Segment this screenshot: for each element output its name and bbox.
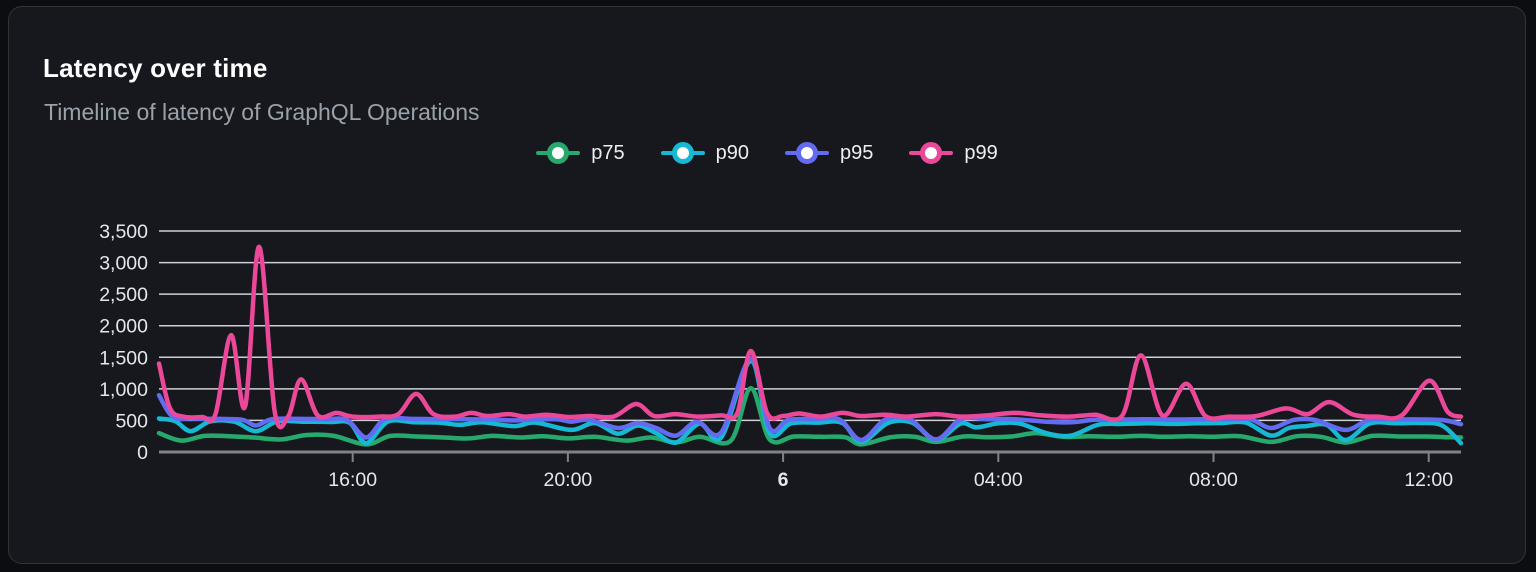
x-tick-label: 08:00 bbox=[1189, 469, 1238, 491]
y-axis-labels: 0 500 1,000 1,500 2,000 2,500 3,000 3,500 bbox=[99, 221, 148, 464]
x-tick-label: 6 bbox=[778, 469, 789, 491]
y-tick-label: 0 bbox=[137, 442, 148, 464]
latency-card: Latency over time Timeline of latency of… bbox=[8, 6, 1526, 564]
series-line-p99 bbox=[156, 244, 1464, 430]
legend-label-p99: p99 bbox=[964, 141, 998, 164]
series-line-p90 bbox=[156, 358, 1464, 446]
chart-legend: p75 p90 p95 p99 bbox=[9, 141, 1525, 165]
legend-label-p90: p90 bbox=[715, 141, 749, 164]
x-tick-label: 16:00 bbox=[328, 469, 377, 491]
x-tick-label: 04:00 bbox=[974, 469, 1023, 491]
page-title: Latency over time bbox=[43, 53, 268, 83]
series-line-p75 bbox=[156, 385, 1464, 447]
legend-label-p95: p95 bbox=[840, 141, 874, 164]
y-tick-label: 1,000 bbox=[99, 379, 148, 401]
legend-item-p99[interactable]: p99 bbox=[909, 141, 998, 165]
series-lines bbox=[156, 244, 1464, 447]
legend-item-p90[interactable]: p90 bbox=[660, 141, 749, 165]
y-tick-label: 3,500 bbox=[99, 221, 148, 243]
x-tick-label: 12:00 bbox=[1404, 469, 1453, 491]
legend-label-p75: p75 bbox=[591, 141, 625, 164]
legend-marker-icon bbox=[785, 141, 829, 165]
chart-subtitle: Timeline of latency of GraphQL Operation… bbox=[44, 99, 480, 125]
y-tick-label: 1,500 bbox=[99, 347, 148, 369]
x-axis-ticks: 16:00 20:00 6 04:00 08:00 12:00 bbox=[328, 453, 1453, 491]
y-tick-label: 2,000 bbox=[99, 316, 148, 338]
gridlines bbox=[159, 230, 1461, 454]
legend-item-p75[interactable]: p75 bbox=[536, 141, 625, 165]
legend-item-p95[interactable]: p95 bbox=[785, 141, 873, 165]
legend-marker-icon bbox=[660, 141, 705, 165]
y-tick-label: 3,000 bbox=[99, 253, 148, 275]
y-tick-label: 2,500 bbox=[99, 284, 148, 306]
legend-marker-icon bbox=[909, 141, 954, 165]
legend-marker-icon bbox=[536, 141, 581, 165]
latency-chart[interactable]: 0 500 1,000 1,500 2,000 2,500 3,000 3,500 16:00 2… bbox=[9, 7, 1526, 564]
y-tick-label: 500 bbox=[115, 410, 148, 432]
x-tick-label: 20:00 bbox=[543, 469, 592, 491]
series-line-p95 bbox=[156, 356, 1464, 443]
